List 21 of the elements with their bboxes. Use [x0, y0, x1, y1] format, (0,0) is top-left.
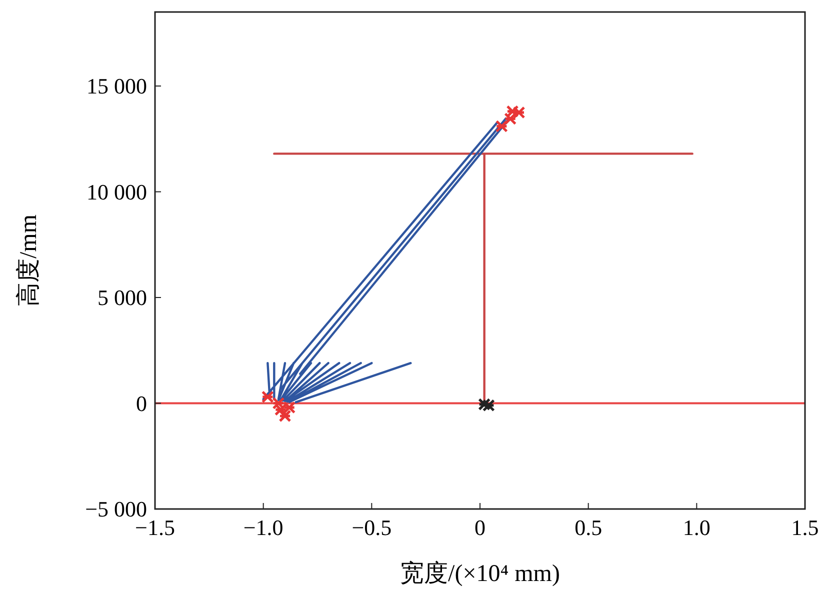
x-tick-label: 0 — [474, 515, 486, 540]
y-tick-label: −5 000 — [85, 496, 147, 522]
point — [506, 105, 519, 118]
point — [482, 399, 495, 412]
y-tick-label: 0 — [136, 390, 147, 416]
y-tick-label: 5 000 — [98, 285, 147, 310]
point — [495, 120, 508, 132]
x-tick-label: −0.5 — [352, 515, 392, 540]
y-tick-label: 15 000 — [86, 74, 147, 99]
x-axis-title: 宽度/(×10⁴ mm) — [400, 560, 560, 587]
point — [478, 398, 491, 411]
point — [512, 106, 526, 119]
point — [278, 410, 292, 422]
x-tick-label: −1.0 — [243, 515, 284, 540]
x-tick-label: 1.0 — [682, 515, 710, 540]
y-axis-title: 高度/mm — [15, 214, 42, 307]
x-tick-label: 0.5 — [574, 515, 602, 540]
point — [274, 403, 287, 416]
x-tick-label: 1.5 — [791, 515, 819, 540]
point — [504, 112, 517, 126]
y-tick-label: 10 000 — [86, 179, 147, 204]
